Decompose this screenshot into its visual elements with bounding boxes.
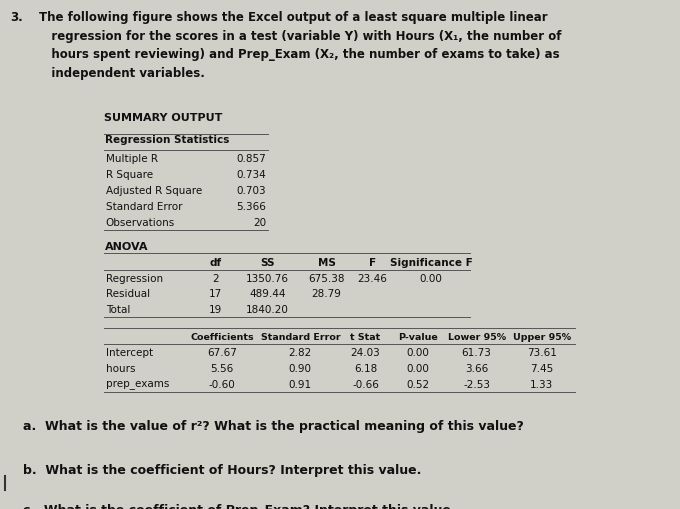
- Text: Regression: Regression: [106, 273, 163, 283]
- Text: -0.60: -0.60: [209, 380, 235, 389]
- Text: 19: 19: [209, 305, 222, 315]
- Text: Coefficients: Coefficients: [190, 332, 254, 341]
- Text: 3.: 3.: [10, 11, 22, 24]
- Text: 3.66: 3.66: [465, 363, 488, 374]
- Text: c.  What is the coefficient of Prep_Exam? Interpret this value.: c. What is the coefficient of Prep_Exam?…: [23, 503, 456, 509]
- Text: MS: MS: [318, 257, 335, 267]
- Text: 1.33: 1.33: [530, 380, 554, 389]
- Text: 67.67: 67.67: [207, 348, 237, 358]
- Text: 0.703: 0.703: [237, 186, 267, 196]
- Text: Significance F: Significance F: [390, 257, 473, 267]
- Text: Lower 95%: Lower 95%: [447, 332, 506, 341]
- Text: Standard Error: Standard Error: [106, 202, 182, 212]
- Text: Total: Total: [106, 305, 130, 315]
- Text: t Stat: t Stat: [350, 332, 381, 341]
- Text: R Square: R Square: [106, 170, 153, 180]
- Text: SS: SS: [260, 257, 275, 267]
- Text: 5.366: 5.366: [237, 202, 267, 212]
- Text: 7.45: 7.45: [530, 363, 554, 374]
- Text: b.  What is the coefficient of Hours? Interpret this value.: b. What is the coefficient of Hours? Int…: [23, 463, 421, 476]
- Text: hours spent reviewing) and Prep_Exam (X₂, the number of exams to take) as: hours spent reviewing) and Prep_Exam (X₂…: [39, 48, 560, 61]
- Text: 0.00: 0.00: [407, 363, 429, 374]
- Text: Regression Statistics: Regression Statistics: [105, 135, 229, 145]
- Text: Upper 95%: Upper 95%: [513, 332, 571, 341]
- Text: 17: 17: [209, 289, 222, 299]
- Text: -2.53: -2.53: [463, 380, 490, 389]
- Text: 24.03: 24.03: [351, 348, 381, 358]
- Text: 73.61: 73.61: [527, 348, 557, 358]
- Text: 2: 2: [212, 273, 219, 283]
- Text: 675.38: 675.38: [308, 273, 345, 283]
- Text: 2.82: 2.82: [289, 348, 312, 358]
- Text: Adjusted R Square: Adjusted R Square: [106, 186, 202, 196]
- Text: a.  What is the value of r²? What is the practical meaning of this value?: a. What is the value of r²? What is the …: [23, 419, 524, 432]
- Text: 0.91: 0.91: [289, 380, 312, 389]
- Text: Standard Error: Standard Error: [260, 332, 340, 341]
- Text: F: F: [369, 257, 376, 267]
- Text: hours: hours: [106, 363, 135, 374]
- Text: 23.46: 23.46: [357, 273, 387, 283]
- Text: P-value: P-value: [398, 332, 438, 341]
- Text: The following figure shows the Excel output of a least square multiple linear: The following figure shows the Excel out…: [39, 11, 548, 24]
- Text: Residual: Residual: [106, 289, 150, 299]
- Text: 0.857: 0.857: [237, 154, 267, 164]
- Text: 0.00: 0.00: [407, 348, 429, 358]
- Text: 1350.76: 1350.76: [246, 273, 289, 283]
- Text: Intercept: Intercept: [106, 348, 153, 358]
- Text: 1840.20: 1840.20: [246, 305, 289, 315]
- Text: prep_exams: prep_exams: [106, 380, 169, 389]
- Text: 28.79: 28.79: [311, 289, 341, 299]
- Text: 0.52: 0.52: [406, 380, 429, 389]
- Text: 0.90: 0.90: [289, 363, 312, 374]
- Text: ANOVA: ANOVA: [105, 242, 148, 252]
- Text: 6.18: 6.18: [354, 363, 377, 374]
- Text: independent variables.: independent variables.: [39, 67, 205, 80]
- Text: regression for the scores in a test (variable Y) with Hours (X₁, the number of: regression for the scores in a test (var…: [39, 30, 562, 43]
- Text: 0.00: 0.00: [420, 273, 442, 283]
- Text: SUMMARY OUTPUT: SUMMARY OUTPUT: [105, 112, 223, 123]
- Text: df: df: [209, 257, 222, 267]
- Text: 61.73: 61.73: [462, 348, 492, 358]
- Text: 5.56: 5.56: [210, 363, 234, 374]
- Text: 489.44: 489.44: [250, 289, 286, 299]
- Text: 20: 20: [253, 218, 267, 228]
- Text: 0.734: 0.734: [237, 170, 267, 180]
- Text: -0.66: -0.66: [352, 380, 379, 389]
- Text: Observations: Observations: [106, 218, 175, 228]
- Text: Multiple R: Multiple R: [106, 154, 158, 164]
